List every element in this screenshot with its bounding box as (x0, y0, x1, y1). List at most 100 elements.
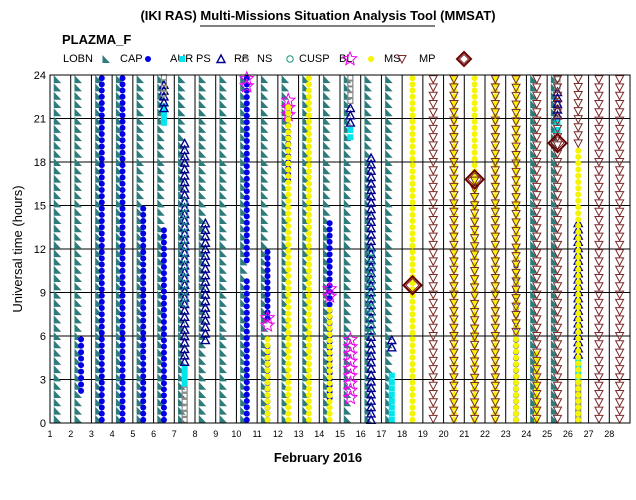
mark-ms (409, 230, 416, 237)
mark-ms (575, 204, 582, 211)
mark-ms (471, 106, 478, 113)
mark-aur (140, 236, 147, 243)
mark-rb (179, 298, 190, 309)
mark-rb (365, 267, 377, 278)
mark-cap (343, 199, 352, 208)
mark-ms (575, 341, 582, 348)
mark-ms (285, 210, 292, 217)
mark-ms (409, 242, 416, 249)
mark-aur (119, 186, 126, 193)
mark-cap (219, 224, 227, 233)
mark-aur (160, 300, 167, 307)
mark-ms (305, 348, 312, 355)
mark-cap (136, 133, 145, 142)
mark-ms (285, 216, 292, 223)
mark-ms (575, 285, 582, 292)
mark-ms (326, 361, 333, 368)
mark-ms (513, 348, 520, 355)
mark-ms (326, 355, 333, 362)
mark-aur (140, 385, 147, 392)
mark-cap (53, 207, 62, 216)
mark-ms (305, 385, 312, 392)
mark-cap (385, 224, 393, 233)
mark-cap (115, 373, 124, 382)
mark-cap (219, 182, 227, 191)
mark-aur (243, 163, 250, 170)
mark-ms (513, 367, 520, 374)
mark-ms (513, 211, 520, 218)
mark-aur (243, 144, 250, 151)
y-tick-label: 3 (40, 375, 46, 387)
mark-aur (160, 239, 167, 246)
mark-rb (158, 96, 170, 107)
mark-aur (98, 143, 105, 150)
mark-ms (409, 81, 416, 88)
mark-aur (78, 349, 85, 356)
mark-ms (409, 218, 416, 225)
mark-cap (74, 290, 82, 299)
mark-ms (471, 236, 478, 243)
mark-cap (219, 315, 227, 324)
mark-cap (157, 124, 165, 133)
mark-cap (260, 174, 269, 183)
mark-ms (305, 149, 312, 156)
mark-cap (343, 224, 352, 233)
mark-rb (200, 237, 211, 247)
mark-ms (471, 99, 478, 106)
mark-cap (198, 75, 207, 84)
mark-aur (119, 174, 126, 181)
mark-ms (305, 311, 312, 318)
mark-cap (198, 141, 207, 150)
mark-bl (280, 92, 297, 108)
mark-cap (74, 108, 82, 117)
mark-cap (74, 174, 82, 183)
mark-rb (200, 334, 211, 345)
mark-aur (140, 273, 147, 280)
mark-ms (285, 122, 292, 129)
mark-aur (160, 325, 167, 332)
mark-cap (136, 75, 145, 84)
mark-cap (302, 75, 310, 84)
mark-cap (95, 348, 103, 357)
mark-ms (471, 81, 478, 88)
mark-ps (388, 391, 395, 398)
mark-aur (98, 211, 105, 218)
mark-aur (243, 290, 250, 297)
mark-ns (181, 392, 188, 399)
mark-aur (140, 317, 147, 324)
mark-aur (119, 224, 126, 231)
mark-cap (219, 307, 227, 316)
mark-cap (53, 182, 62, 191)
mark-ms (305, 118, 312, 125)
mark-cap (136, 398, 145, 407)
mark-aur (119, 75, 126, 82)
mark-ms (409, 311, 416, 318)
legend-label: LOBN (63, 53, 93, 65)
mark-aur (98, 342, 105, 349)
mark-cap (198, 389, 207, 398)
mark-ns (181, 386, 188, 393)
mark-aur (98, 137, 105, 144)
mark-mp (614, 75, 625, 85)
mark-aur (160, 374, 167, 381)
mark-rb (200, 328, 211, 338)
mark-aur (98, 311, 105, 318)
mark-cap (178, 83, 186, 92)
mark-aur (160, 276, 167, 283)
mark-ms (305, 261, 312, 268)
mark-diamond (464, 168, 486, 190)
mark-ms (409, 379, 416, 386)
mark-aur (78, 387, 85, 394)
x-tick-label: 21 (459, 429, 469, 439)
mark-rb (365, 216, 377, 227)
mark-ms (492, 218, 499, 225)
mark-rb (179, 182, 190, 193)
mark-cap (302, 398, 310, 407)
mark-rb (158, 102, 170, 113)
mark-cap (74, 389, 82, 398)
mark-cusp (180, 197, 189, 206)
mark-cap (136, 224, 145, 233)
mark-aur (119, 273, 126, 280)
mark-cap (343, 298, 352, 307)
mark-aur (140, 410, 147, 417)
